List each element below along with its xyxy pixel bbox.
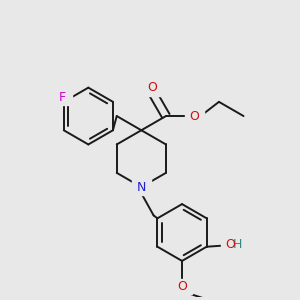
Text: N: N (137, 181, 146, 194)
Text: O: O (189, 110, 199, 123)
Text: H: H (233, 238, 242, 251)
Text: O: O (226, 238, 236, 251)
Text: F: F (58, 91, 66, 104)
Text: O: O (177, 280, 187, 293)
Polygon shape (221, 237, 240, 253)
Polygon shape (52, 90, 72, 105)
Text: O: O (147, 82, 157, 94)
Polygon shape (172, 279, 192, 294)
Polygon shape (184, 108, 204, 124)
Polygon shape (228, 237, 247, 253)
Polygon shape (142, 80, 161, 96)
Polygon shape (132, 179, 151, 195)
